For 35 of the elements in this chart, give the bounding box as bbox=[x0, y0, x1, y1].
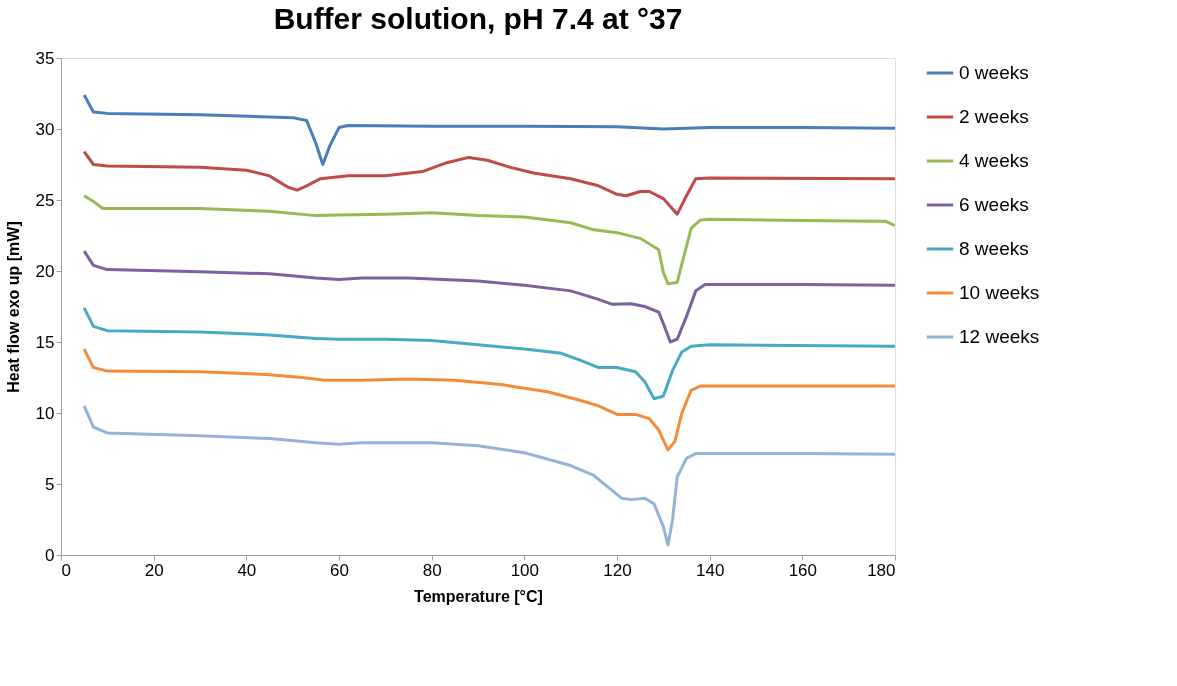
legend-label: 10 weeks bbox=[959, 282, 1040, 303]
line-series bbox=[82, 150, 895, 216]
x-tick-label: 0 bbox=[61, 560, 71, 580]
x-tick-label: 120 bbox=[603, 560, 632, 580]
y-tick-label: 0 bbox=[45, 545, 55, 565]
chart-title: Buffer solution, pH 7.4 at °37 bbox=[273, 2, 683, 35]
y-axis-title: Heat flow exo up [mW] bbox=[4, 221, 22, 393]
y-tick-label: 30 bbox=[35, 119, 55, 139]
x-tick-label: 20 bbox=[144, 560, 164, 580]
y-tick-label: 20 bbox=[35, 261, 55, 281]
x-tick-label: 160 bbox=[788, 560, 818, 580]
line-series bbox=[82, 306, 895, 401]
legend-label: 8 weeks bbox=[959, 238, 1029, 259]
line-series bbox=[82, 347, 895, 452]
line-series bbox=[82, 249, 895, 344]
line-series bbox=[82, 93, 895, 166]
x-tick-label: 100 bbox=[510, 560, 540, 580]
y-tick-label: 10 bbox=[35, 403, 55, 423]
y-tick-label: 25 bbox=[35, 190, 55, 210]
x-tick-label: 180 bbox=[867, 560, 896, 580]
x-tick-label: 40 bbox=[237, 560, 257, 580]
legend-label: 6 weeks bbox=[959, 194, 1029, 215]
x-tick-label: 60 bbox=[330, 560, 349, 580]
x-tick-label: 80 bbox=[422, 560, 442, 580]
line-series bbox=[82, 404, 895, 547]
legend-label: 0 weeks bbox=[959, 62, 1029, 83]
x-axis-title: Temperature [°C] bbox=[414, 587, 543, 605]
y-tick-label: 5 bbox=[45, 474, 55, 494]
line-series bbox=[82, 194, 895, 286]
y-tick-label: 15 bbox=[35, 332, 55, 352]
x-tick-label: 140 bbox=[695, 560, 725, 580]
legend-label: 4 weeks bbox=[959, 150, 1029, 171]
legend-label: 12 weeks bbox=[959, 326, 1040, 347]
y-tick-label: 35 bbox=[35, 48, 55, 68]
legend-label: 2 weeks bbox=[959, 106, 1029, 127]
